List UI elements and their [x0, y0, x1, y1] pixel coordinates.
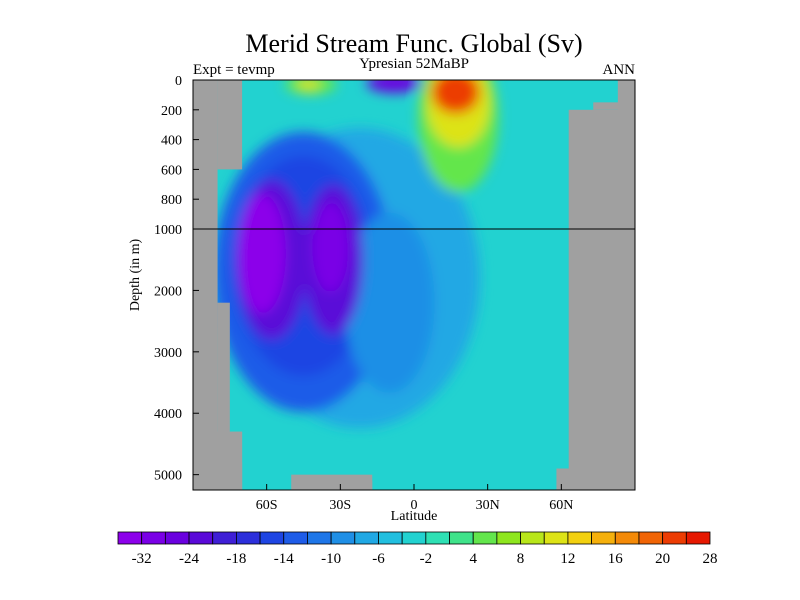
season-label: ANN: [603, 62, 636, 78]
contour-blob-3: [344, 212, 435, 393]
period-label: Ypresian 52MaBP: [359, 56, 469, 72]
x-axis: 60S 30S 0 30N 60N: [256, 484, 573, 513]
contour-blob-9: [296, 80, 321, 91]
colorbar-swatch: [614, 531, 640, 545]
colorbar-swatch: [496, 531, 521, 545]
x-tick-label: 60N: [549, 498, 573, 513]
colorbar-swatch: [164, 531, 190, 545]
contour-blob-13: [431, 80, 480, 114]
colorbar-swatch: [685, 531, 711, 545]
colorbar-swatch: [662, 531, 687, 545]
contour-blob-6: [237, 193, 286, 314]
colorbar-label: 4: [469, 551, 477, 567]
land-mask-block-0: [193, 80, 218, 490]
colorbar-swatch: [212, 531, 237, 545]
colorbar-swatch: [449, 531, 474, 545]
x-axis-label: Latitude: [391, 509, 438, 524]
plot-area: [192, 79, 636, 491]
x-tick-label: 30N: [476, 498, 500, 513]
y-tick-label: 400: [161, 134, 182, 149]
land-mask-block-5: [291, 474, 373, 490]
colorbar-label: -18: [226, 551, 246, 567]
colorbar-swatch: [543, 531, 569, 545]
contour-blob-10: [366, 80, 423, 93]
colorbar-label: -10: [321, 551, 341, 567]
colorbar-label: -24: [179, 551, 199, 567]
land-mask: [193, 80, 635, 490]
y-tick-label: 5000: [154, 469, 182, 484]
contour-blob-7: [312, 202, 349, 293]
colorbar-swatch: [567, 531, 592, 545]
colorbar-label: 8: [517, 551, 525, 567]
y-tick-label: 0: [175, 74, 182, 89]
colorbar-swatch: [378, 531, 403, 545]
land-mask-block-10: [593, 102, 635, 110]
colorbar-swatch: [117, 531, 143, 545]
colorbar-label: -2: [420, 551, 433, 567]
colorbar-label: 20: [655, 551, 670, 567]
colorbar: -32 -24 -18 -14 -10 -6 -2 4 8 12 16 20 28: [117, 531, 718, 567]
y-tick-label: 4000: [154, 407, 182, 422]
colorbar-swatch: [425, 531, 450, 545]
y-tick-label: 2000: [154, 284, 182, 299]
y-tick-label: 600: [161, 163, 182, 178]
y-axis: 0 200 400 600 800 1000 2000 3000 4000 5000: [154, 74, 199, 484]
colorbar-label: 16: [608, 551, 624, 567]
streamfunction-field: [193, 80, 635, 490]
colorbar-swatch: [638, 531, 664, 545]
y-tick-label: 1000: [154, 223, 182, 238]
colorbar-swatch: [307, 531, 332, 545]
colorbar-swatch: [472, 531, 498, 545]
colorbar-label: 28: [703, 551, 718, 567]
x-tick-label: 60S: [256, 498, 278, 513]
field-contours: [213, 80, 499, 429]
x-tick-label: 0: [411, 498, 418, 513]
colorbar-swatch: [188, 531, 214, 545]
y-tick-label: 800: [161, 193, 182, 208]
colorbar-swatch: [259, 531, 285, 545]
colorbar-swatch: [591, 531, 616, 545]
colorbar-label: 12: [560, 551, 575, 567]
x-tick-label: 30S: [329, 498, 351, 513]
y-tick-label: 3000: [154, 346, 182, 361]
experiment-label: Expt = tevmp: [193, 62, 275, 78]
colorbar-swatch: [141, 531, 166, 545]
colorbar-label: -32: [132, 551, 152, 567]
land-mask-block-1: [217, 80, 243, 170]
land-mask-block-7: [352, 480, 373, 490]
y-axis-label: Depth (in m): [128, 239, 143, 312]
colorbar-label: -6: [372, 551, 385, 567]
land-mask-block-6: [197, 431, 243, 490]
colorbar-label: -14: [274, 551, 294, 567]
y-tick-label: 200: [161, 104, 182, 119]
colorbar-swatch: [401, 531, 427, 545]
chart-title: Merid Stream Func. Global (Sv): [245, 29, 582, 58]
colorbar-swatch: [283, 531, 308, 545]
colorbar-swatch: [330, 531, 356, 545]
colorbar-swatch: [235, 531, 261, 545]
colorbar-swatch: [354, 531, 379, 545]
colorbar-swatch: [520, 531, 545, 545]
land-mask-block-13: [625, 80, 635, 490]
